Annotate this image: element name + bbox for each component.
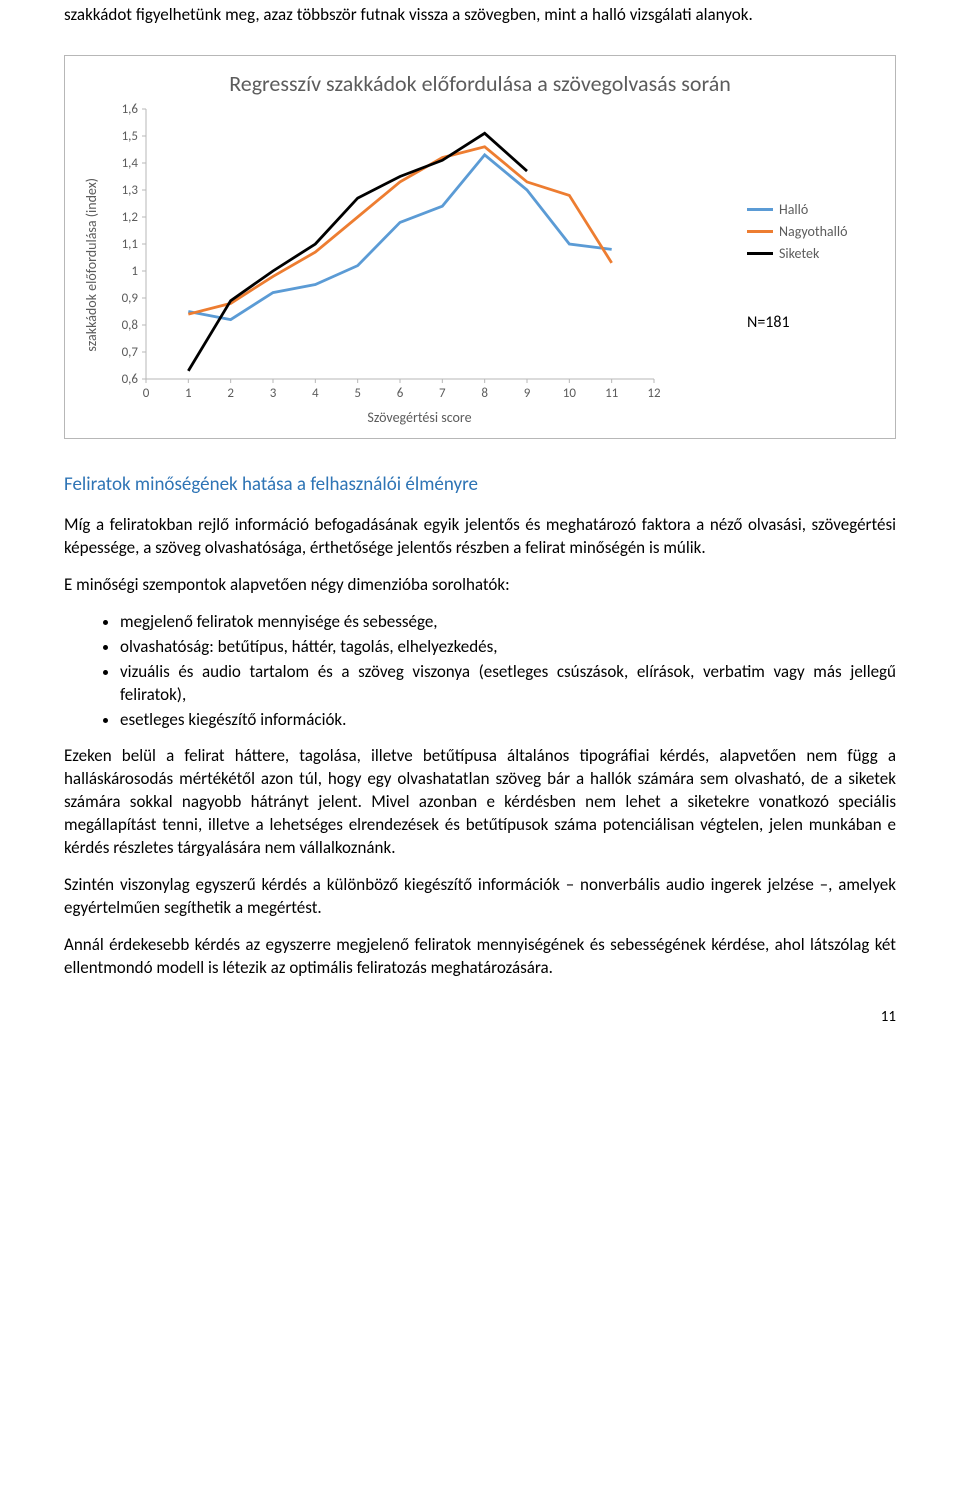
svg-text:1,6: 1,6 bbox=[122, 103, 139, 117]
paragraph-2: E minőségi szempontok alapvetően négy di… bbox=[64, 574, 896, 597]
chart-title: Regresszív szakkádok előfordulása a szöv… bbox=[83, 70, 877, 97]
legend-item: Halló bbox=[747, 201, 877, 218]
legend-swatch bbox=[747, 208, 773, 211]
svg-text:0,8: 0,8 bbox=[122, 318, 139, 333]
chart-plot-area: 0,60,70,80,911,11,21,31,41,51,6012345678… bbox=[100, 103, 660, 403]
svg-text:1: 1 bbox=[131, 264, 138, 279]
paragraph-4: Szintén viszonylag egyszerű kérdés a kül… bbox=[64, 874, 896, 920]
bullet-item: olvashatóság: betűtípus, háttér, tagolás… bbox=[120, 636, 896, 659]
legend-label: Halló bbox=[779, 201, 808, 218]
svg-text:1,4: 1,4 bbox=[122, 156, 139, 171]
legend-item: Nagyothalló bbox=[747, 223, 877, 240]
svg-text:1,1: 1,1 bbox=[122, 237, 138, 252]
chart-plot-column: 0,60,70,80,911,11,21,31,41,51,6012345678… bbox=[100, 103, 739, 426]
paragraph-1: Míg a feliratokban rejlő információ befo… bbox=[64, 514, 896, 560]
svg-text:2: 2 bbox=[227, 386, 234, 401]
legend-swatch bbox=[747, 230, 773, 233]
paragraph-3: Ezeken belül a felirat háttere, tagolása… bbox=[64, 745, 896, 860]
bullet-item: megjelenő feliratok mennyisége és sebess… bbox=[120, 611, 896, 634]
legend-label: Nagyothalló bbox=[779, 223, 847, 240]
svg-text:4: 4 bbox=[312, 386, 319, 401]
bullet-item: vizuális és audio tartalom és a szöveg v… bbox=[120, 661, 896, 707]
svg-text:9: 9 bbox=[524, 386, 531, 401]
chart-frame: Regresszív szakkádok előfordulása a szöv… bbox=[64, 55, 896, 439]
svg-text:0,7: 0,7 bbox=[122, 345, 139, 360]
svg-text:10: 10 bbox=[563, 386, 577, 401]
chart-legend: Halló Nagyothalló Siketek N=181 bbox=[739, 103, 877, 426]
page-number: 11 bbox=[64, 1008, 896, 1026]
svg-text:1,2: 1,2 bbox=[122, 210, 139, 225]
svg-text:0,9: 0,9 bbox=[122, 291, 139, 306]
svg-text:7: 7 bbox=[439, 386, 446, 401]
legend-swatch bbox=[747, 252, 773, 255]
svg-text:11: 11 bbox=[605, 386, 618, 401]
svg-text:12: 12 bbox=[647, 386, 660, 401]
bullet-list: megjelenő feliratok mennyisége és sebess… bbox=[64, 611, 896, 732]
bullet-item: esetleges kiegészítő információk. bbox=[120, 709, 896, 732]
paragraph-5: Annál érdekesebb kérdés az egyszerre meg… bbox=[64, 934, 896, 980]
svg-text:1,3: 1,3 bbox=[122, 183, 139, 198]
svg-text:0,6: 0,6 bbox=[122, 372, 139, 387]
page: szakkádot figyelhetünk meg, azaz többszö… bbox=[0, 4, 960, 1026]
section-heading: Feliratok minőségének hatása a felhaszná… bbox=[64, 473, 896, 496]
svg-text:1,5: 1,5 bbox=[122, 129, 138, 144]
svg-text:8: 8 bbox=[481, 386, 488, 401]
svg-text:0: 0 bbox=[143, 386, 150, 401]
chart-ylabel-text: szakkádok előfordulása (index) bbox=[83, 178, 100, 352]
chart-ylabel: szakkádok előfordulása (index) bbox=[83, 103, 100, 426]
legend-item: Siketek bbox=[747, 245, 877, 262]
chart-row: szakkádok előfordulása (index) 0,6 0,7 0,8… bbox=[83, 103, 877, 426]
legend-label: Siketek bbox=[779, 245, 819, 262]
svg-text:5: 5 bbox=[354, 386, 361, 401]
chart-n-label: N=181 bbox=[747, 313, 877, 332]
svg-text:1: 1 bbox=[185, 386, 192, 401]
svg-text:6: 6 bbox=[397, 386, 404, 401]
chart-xlabel: Szövegértési score bbox=[100, 409, 739, 426]
svg-text:3: 3 bbox=[270, 386, 277, 401]
intro-fragment: szakkádot figyelhetünk meg, azaz többszö… bbox=[64, 4, 896, 27]
